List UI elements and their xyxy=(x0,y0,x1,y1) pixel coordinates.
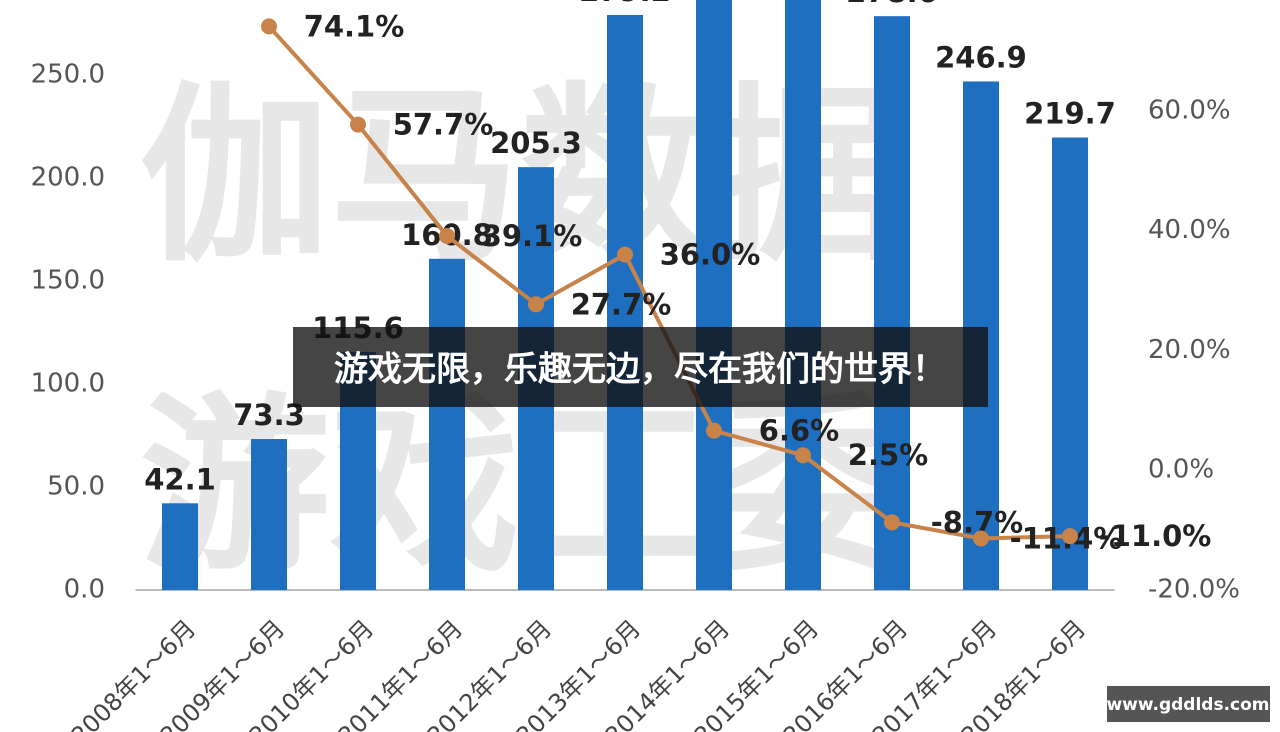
line-marker xyxy=(706,422,722,439)
bar-value-label: 246.9 xyxy=(935,40,1027,74)
line-value-label: 36.0% xyxy=(660,238,761,272)
banner-box xyxy=(293,327,988,407)
y-tick-label: 200.0 xyxy=(31,163,105,193)
line-value-label: 74.1% xyxy=(304,9,405,43)
banner-text: 游戏无限，乐趣无边，尽在我们的世界！ xyxy=(334,350,946,390)
bar xyxy=(607,14,643,590)
bar xyxy=(874,16,910,590)
line-value-label: 39.1% xyxy=(482,219,583,253)
bar xyxy=(696,0,732,591)
line-marker xyxy=(617,246,633,263)
line-marker xyxy=(795,447,811,464)
line-value-label: 2.5% xyxy=(848,438,928,472)
y-tick-label: 150.0 xyxy=(31,266,105,296)
plot: 0.0 50.0 100.0 150.0 200.0 250.0 -20.0% 0.0% 20.… xyxy=(31,0,1240,732)
line-value-label: -11.0% xyxy=(1099,519,1212,553)
line-value-label: 57.7% xyxy=(393,108,494,142)
y2-tick-label: 40.0% xyxy=(1148,215,1231,245)
line-marker xyxy=(350,116,366,133)
y2-tick-label: -20.0% xyxy=(1148,575,1240,605)
bar xyxy=(1052,137,1088,590)
bar-value-label: 205.3 xyxy=(490,126,582,160)
bar xyxy=(162,503,198,590)
bar-value-label: 278.6 xyxy=(846,0,938,9)
y-tick-label: 100.0 xyxy=(31,369,105,399)
line-marker xyxy=(884,514,900,531)
y2-tick-label: 60.0% xyxy=(1148,95,1231,125)
badge-text: www.gddlds.com xyxy=(1106,695,1269,715)
y-tick-label: 250.0 xyxy=(31,60,105,90)
y2-tick-label: 0.0% xyxy=(1148,455,1214,485)
line-marker xyxy=(1062,528,1078,545)
line-marker xyxy=(528,296,544,313)
line-marker xyxy=(439,228,455,245)
y-tick-label: 0.0 xyxy=(64,575,105,605)
bar-value-label: 279.2 xyxy=(579,0,671,8)
bar-value-label: 73.3 xyxy=(233,398,305,432)
bar-value-label: 42.1 xyxy=(144,462,216,496)
line-value-label: 27.7% xyxy=(571,287,672,321)
y2-tick-label: 20.0% xyxy=(1148,335,1231,365)
badge-box xyxy=(1107,686,1270,722)
bar xyxy=(429,258,465,590)
line-value-label: 6.6% xyxy=(759,414,839,448)
bar xyxy=(251,439,287,590)
line-marker xyxy=(261,18,277,35)
y-tick-label: 50.0 xyxy=(47,472,105,502)
bar xyxy=(785,0,821,590)
bar-value-label: 219.7 xyxy=(1024,96,1116,130)
line-marker xyxy=(973,530,989,547)
